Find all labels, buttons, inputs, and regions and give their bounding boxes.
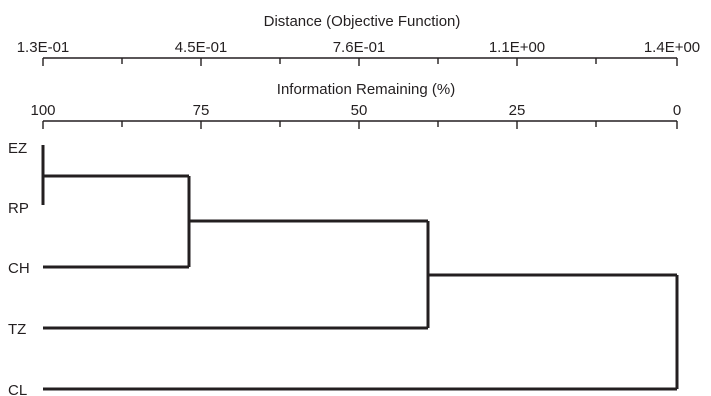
information-tick-label: 50 — [351, 102, 368, 119]
leaf-label-tz: TZ — [8, 321, 26, 338]
distance-tick-label: 1.1E+00 — [489, 39, 545, 56]
distance-tick-label: 7.6E-01 — [333, 39, 386, 56]
distance-tick-label: 1.3E-01 — [17, 39, 70, 56]
distance-tick-label: 4.5E-01 — [175, 39, 228, 56]
leaf-label-rp: RP — [8, 200, 29, 217]
information-axis-title: Information Remaining (%) — [277, 81, 455, 98]
leaf-labels: EZ RP CH TZ CL — [8, 140, 30, 396]
dendrogram-branches — [41, 145, 679, 391]
information-axis-labels: 100 75 50 25 0 — [30, 102, 681, 119]
leaf-label-ch: CH — [8, 260, 30, 277]
distance-tick-label: 1.4E+00 — [644, 39, 700, 56]
leaf-label-ez: EZ — [8, 140, 27, 157]
distance-axis-ticks — [42, 58, 678, 66]
distance-axis-labels: 1.3E-01 4.5E-01 7.6E-01 1.1E+00 1.4E+00 — [17, 39, 700, 56]
information-tick-label: 100 — [30, 102, 55, 119]
information-axis-ticks — [42, 121, 678, 129]
leaf-label-cl: CL — [8, 382, 27, 396]
distance-axis-title: Distance (Objective Function) — [264, 13, 461, 30]
information-tick-label: 25 — [509, 102, 526, 119]
information-tick-label: 75 — [193, 102, 210, 119]
information-tick-label: 0 — [673, 102, 681, 119]
